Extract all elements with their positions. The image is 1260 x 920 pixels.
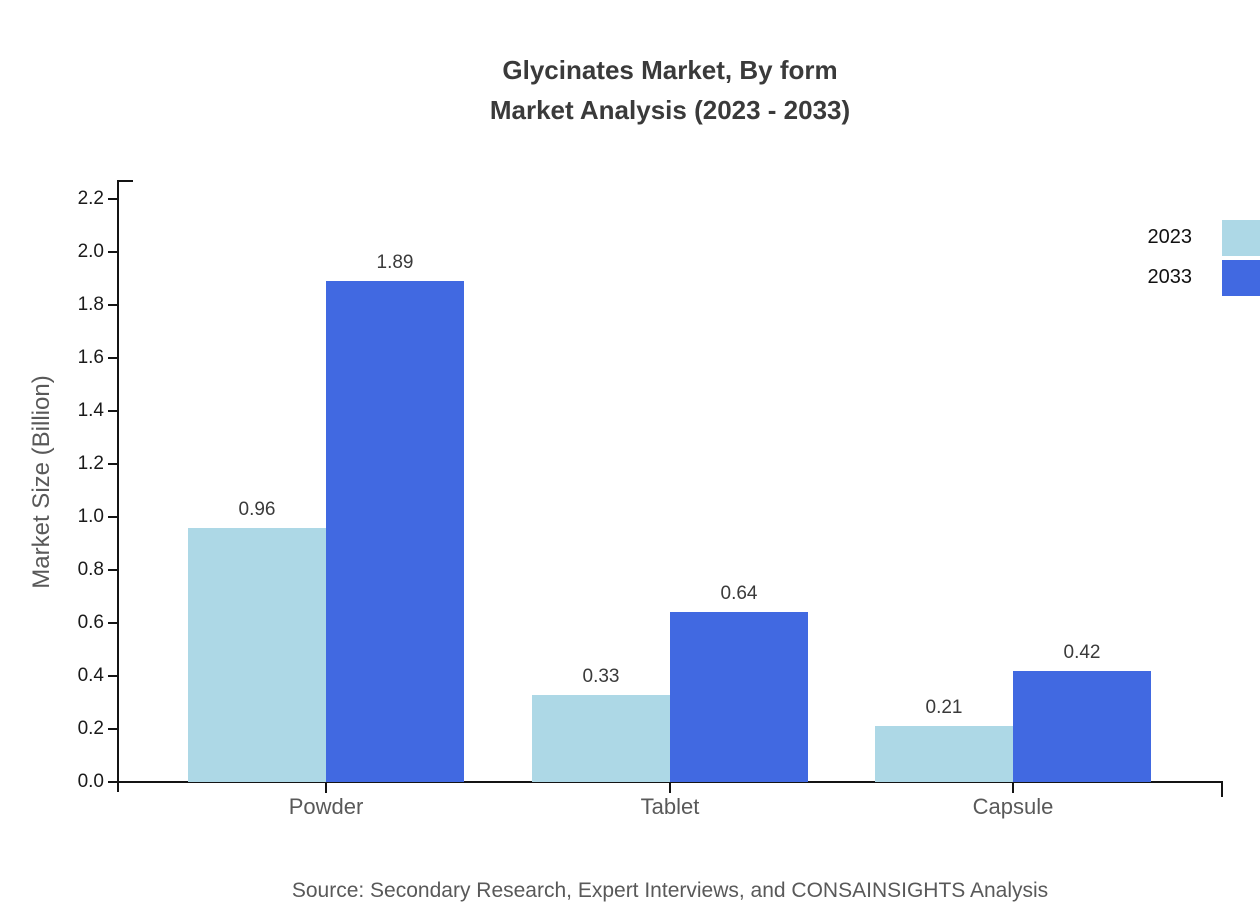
legend-label-2023: 2023 bbox=[1147, 226, 1193, 248]
bar-2023-capsule bbox=[875, 726, 1013, 782]
y-tick-label: 1.6 bbox=[77, 347, 104, 368]
chart-title: Glycinates Market, By form Market Analys… bbox=[80, 50, 1260, 130]
x-axis-spine bbox=[108, 781, 1223, 783]
bar-value-label: 1.89 bbox=[376, 252, 414, 273]
y-tick-mark bbox=[108, 198, 118, 200]
x-category-label-tablet: Tablet bbox=[640, 794, 700, 819]
bar-value-label: 0.96 bbox=[238, 499, 276, 520]
x-tick-mark bbox=[325, 783, 327, 793]
y-tick-mark bbox=[108, 622, 118, 624]
y-tick-mark bbox=[108, 728, 118, 730]
bar-value-label: 0.33 bbox=[582, 666, 620, 687]
chart-title-line1: Glycinates Market, By form bbox=[502, 55, 838, 85]
x-tick-mark bbox=[1012, 783, 1014, 793]
y-tick-mark bbox=[108, 357, 118, 359]
y-tick-label: 2.2 bbox=[77, 188, 104, 209]
legend-swatch-2023 bbox=[1222, 220, 1260, 256]
bar-2023-powder bbox=[188, 528, 326, 782]
bar-2033-powder bbox=[326, 281, 464, 782]
y-tick-label: 1.8 bbox=[77, 294, 104, 315]
y-tick-mark bbox=[108, 569, 118, 571]
y-tick-label: 0.4 bbox=[77, 665, 104, 686]
source-attribution: Source: Secondary Research, Expert Inter… bbox=[291, 879, 1049, 902]
y-tick-label: 1.0 bbox=[77, 506, 104, 527]
y-tick-label: 1.2 bbox=[77, 453, 104, 474]
x-category-label-powder: Powder bbox=[288, 794, 364, 819]
legend-label-2033: 2033 bbox=[1147, 266, 1193, 288]
y-tick-label: 0.6 bbox=[77, 612, 104, 633]
y-tick-label: 0.0 bbox=[77, 771, 104, 792]
x-axis-end-cap bbox=[1221, 781, 1223, 797]
y-tick-label: 2.0 bbox=[77, 241, 104, 262]
bar-value-label: 0.64 bbox=[720, 583, 758, 604]
legend-swatch-2033 bbox=[1222, 260, 1260, 296]
y-tick-mark bbox=[108, 516, 118, 518]
y-tick-label: 1.4 bbox=[77, 400, 104, 421]
x-tick-mark bbox=[669, 783, 671, 793]
y-tick-label: 0.2 bbox=[77, 718, 104, 739]
x-category-label-capsule: Capsule bbox=[972, 794, 1054, 819]
y-tick-label: 0.8 bbox=[77, 559, 104, 580]
bar-2033-capsule bbox=[1013, 671, 1151, 782]
chart-title-line2: Market Analysis (2023 - 2033) bbox=[489, 95, 851, 125]
y-axis-spine bbox=[117, 180, 119, 792]
bar-2033-tablet bbox=[670, 612, 808, 782]
bar-value-label: 0.21 bbox=[925, 697, 963, 718]
y-axis-top-cap bbox=[117, 180, 133, 182]
y-tick-mark bbox=[108, 304, 118, 306]
y-tick-mark bbox=[108, 781, 118, 783]
bar-value-label: 0.42 bbox=[1063, 642, 1101, 663]
y-tick-mark bbox=[108, 463, 118, 465]
y-tick-mark bbox=[108, 675, 118, 677]
bar-2023-tablet bbox=[532, 695, 670, 782]
y-tick-mark bbox=[108, 410, 118, 412]
y-tick-mark bbox=[108, 251, 118, 253]
